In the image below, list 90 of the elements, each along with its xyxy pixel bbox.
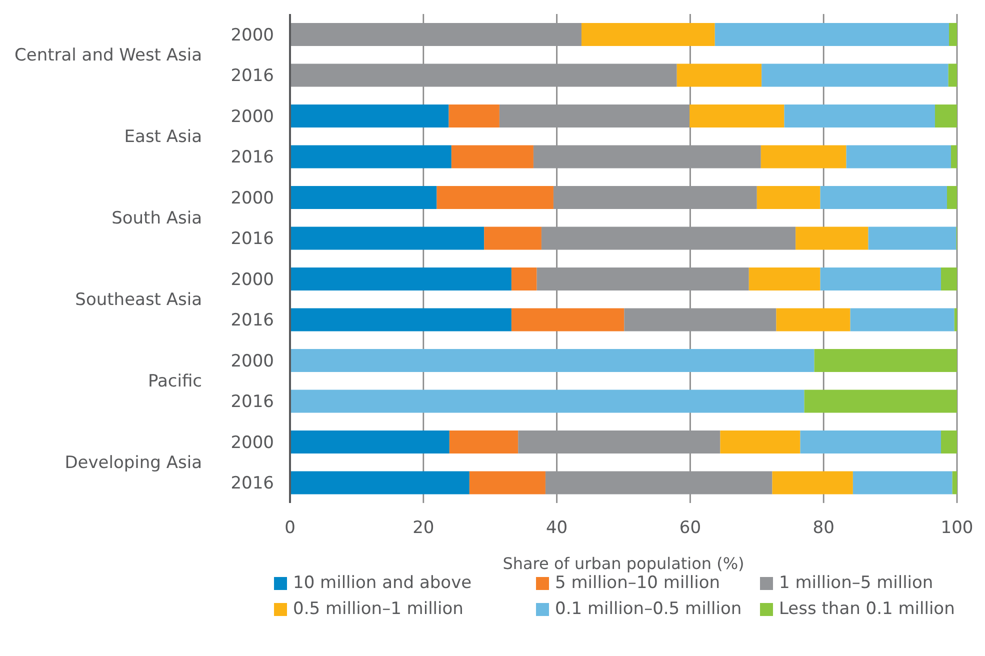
y-tick-label: 2016 [230, 229, 274, 250]
bar [290, 348, 814, 372]
text: Developing Asia [64, 453, 202, 474]
bar [624, 308, 776, 332]
y-tick-label: 2000 [230, 25, 274, 46]
legend-label: 10 million and above [293, 573, 472, 593]
bar [536, 267, 749, 290]
bar [290, 390, 804, 413]
bar [950, 145, 957, 168]
bar [518, 430, 720, 454]
bar [760, 145, 846, 168]
bar [511, 308, 624, 332]
y-tick-label: 2000 [230, 270, 274, 290]
bar [820, 267, 941, 290]
bar [448, 104, 500, 128]
bar [940, 430, 957, 454]
bar [714, 22, 949, 46]
text: East Asia [124, 127, 202, 148]
bar [290, 471, 470, 494]
y-tick-label: 2016 [230, 148, 274, 168]
bar [290, 226, 484, 250]
bar [850, 308, 954, 332]
y-tick-label: 2016 [230, 310, 274, 331]
bar [469, 471, 546, 494]
bar [541, 226, 796, 250]
bar [690, 104, 784, 128]
bar [946, 186, 957, 209]
legend-label: 5 million–10 million [555, 573, 720, 593]
text: Southeast Asia [75, 290, 202, 310]
bar [290, 64, 677, 87]
text: South Asia [112, 208, 202, 229]
bar [436, 186, 554, 209]
bar [451, 145, 534, 168]
bar [846, 145, 951, 168]
y-tick-label: 2000 [230, 432, 274, 453]
bar [776, 308, 850, 332]
bar [290, 267, 512, 290]
bar [756, 186, 820, 209]
bar [820, 186, 947, 209]
y-tick-label: 2000 [230, 351, 274, 372]
x-tick-label: 40 [546, 518, 568, 538]
text: Pacific [148, 372, 202, 392]
x-tick-label: 80 [812, 518, 834, 538]
legend-label: 0.1 million–0.5 million [555, 599, 742, 619]
bar [676, 64, 762, 87]
bar [499, 104, 690, 128]
bar [553, 186, 757, 209]
bar [290, 186, 437, 209]
legend-label: 1 million–5 million [779, 573, 934, 593]
bar [948, 64, 957, 87]
x-axis-title: Share of urban population (%) [502, 554, 744, 573]
bar [814, 348, 957, 372]
y-tick-label: 2016 [230, 474, 274, 494]
bar [484, 226, 542, 250]
bar [290, 22, 582, 46]
bar [581, 22, 715, 46]
bar [533, 145, 761, 168]
bar [954, 308, 957, 332]
bar [952, 471, 957, 494]
bar [940, 267, 957, 290]
text: Central and West Asia [14, 46, 202, 66]
legend-label: Less than 0.1 million [779, 599, 955, 619]
bar [449, 430, 518, 454]
x-tick-label: 100 [940, 518, 974, 538]
bar [511, 267, 537, 290]
bar [868, 226, 956, 250]
bar [762, 64, 948, 87]
bar [545, 471, 772, 494]
bar [852, 471, 952, 494]
y-tick-label: 2016 [230, 66, 274, 86]
bar [948, 22, 957, 46]
bar [748, 267, 820, 290]
bar [784, 104, 935, 128]
bar [290, 308, 512, 332]
bar [290, 104, 449, 128]
bar [720, 430, 800, 454]
bar [290, 430, 450, 454]
bar [800, 430, 941, 454]
bar [804, 390, 957, 413]
bar [772, 471, 853, 494]
x-tick-label: 60 [679, 518, 702, 538]
x-tick-label: 0 [284, 518, 296, 538]
y-tick-label: 2000 [230, 188, 274, 208]
x-tick-label: 20 [412, 518, 434, 538]
bar [290, 145, 452, 168]
y-tick-label: 2016 [230, 392, 274, 412]
bar [796, 226, 868, 250]
y-tick-label: 2000 [230, 106, 274, 127]
bar [934, 104, 957, 128]
legend-label: 0.5 million–1 million [293, 599, 464, 619]
